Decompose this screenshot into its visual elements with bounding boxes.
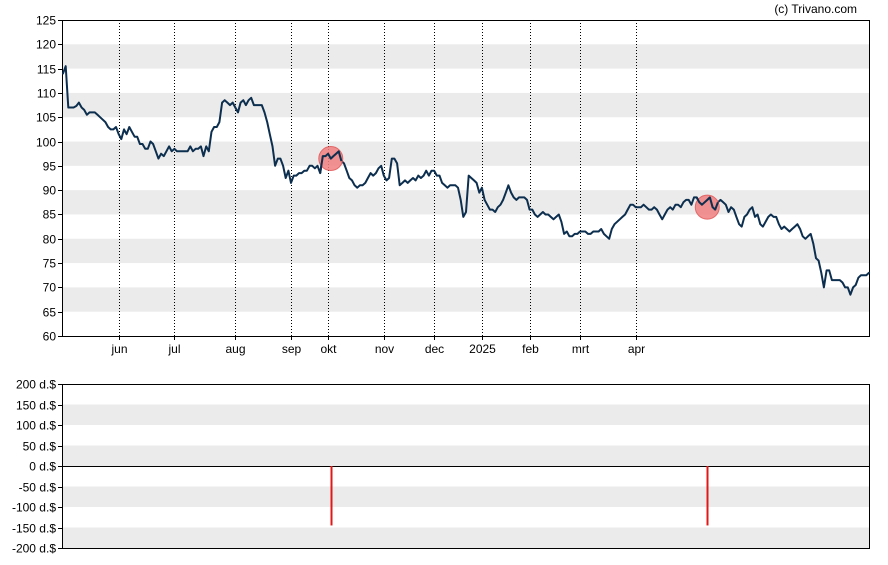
chart-frames [62,20,870,549]
price-chart-frame [62,20,870,337]
price-chart-bands [62,44,870,312]
y-tick-label: 50 d.$ [23,440,57,454]
y-tick-label: 90 [43,184,57,198]
dividend-y-axis: -200 d.$ -150 d.$ -100 d.$ -50 d.$ 0 d.$ 50 d… [12,378,62,556]
price-line-overlay [319,150,343,174]
dividend-band [62,527,870,548]
y-tick-label: 150 d.$ [16,399,56,413]
x-tick-label: sep [282,342,302,356]
y-tick-label: 60 [43,330,57,344]
x-tick-label: feb [522,342,539,356]
dividend-markers [318,146,720,220]
y-tick-label: -200 d.$ [12,542,56,556]
y-tick-label: 65 [43,306,57,320]
x-tick-label: 2025 [469,342,496,356]
x-tick-label: aug [225,342,245,356]
y-tick-label: -150 d.$ [12,522,56,536]
dividend-band [62,445,870,466]
x-tick-label: apr [628,342,645,356]
y-tick-label: 125 [36,14,56,28]
dividend-bars [330,466,709,526]
x-tick-label: jun [110,342,127,356]
price-band [62,287,870,312]
y-tick-label: 0 d.$ [29,460,56,474]
y-tick-label: 95 [43,160,57,174]
dividend-chart-bands [62,404,870,548]
price-band [62,44,870,69]
y-tick-label: 115 [37,63,56,77]
x-tick-label: dec [425,342,444,356]
x-tick-label: okt [320,342,337,356]
y-tick-label: 110 [37,87,56,101]
y-tick-label: 80 [43,233,57,247]
dividend-marker [694,194,720,220]
y-tick-label: -50 d.$ [19,481,57,495]
y-tick-label: 75 [43,257,57,271]
price-band [62,141,870,166]
price-line-overlay [695,196,719,211]
x-tick-label: nov [375,342,394,356]
x-tick-label: mrt [572,342,590,356]
y-tick-label: 105 [36,111,56,125]
dividend-band [62,486,870,507]
month-x-axis: jun jul aug sep okt nov dec 2025 feb mrt apr [110,336,645,356]
price-band [62,238,870,264]
y-tick-label: 200 d.$ [16,378,56,392]
y-tick-label: 120 [36,38,56,52]
price-y-axis: 60 65 70 75 80 85 90 95 100 105 110 115 120 125 [36,14,62,344]
y-tick-label: 70 [43,281,57,295]
y-tick-label: 100 d.$ [16,419,56,433]
price-line [62,65,870,296]
y-tick-label: 100 [36,136,56,150]
x-tick-label: jul [167,342,180,356]
watermark: (c) Trivano.com [774,2,857,16]
y-tick-label: -100 d.$ [12,501,56,515]
price-band [62,92,870,118]
dividend-band [62,404,870,425]
y-tick-label: 85 [43,208,57,222]
price-series [62,65,870,296]
